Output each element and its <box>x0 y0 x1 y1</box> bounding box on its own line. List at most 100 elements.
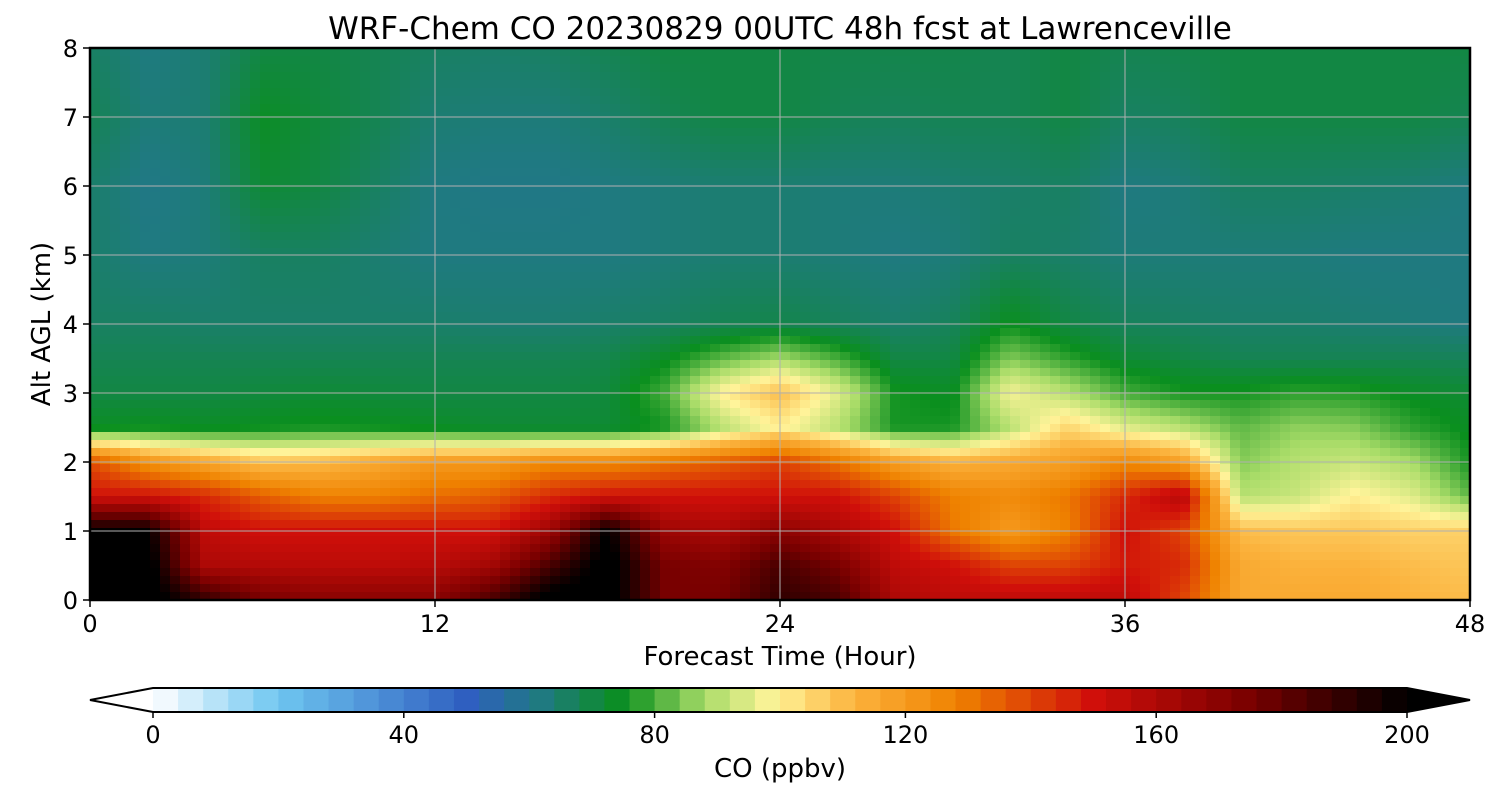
heatmap-cell <box>1020 280 1031 289</box>
heatmap-cell <box>290 160 301 169</box>
heatmap-cell <box>1250 120 1261 129</box>
heatmap-cell <box>560 64 571 73</box>
heatmap-cell <box>140 96 151 105</box>
heatmap-cell <box>500 168 511 177</box>
heatmap-cell <box>200 120 211 129</box>
heatmap-cell <box>840 136 851 145</box>
heatmap-cell <box>1040 128 1051 137</box>
heatmap-cell <box>420 296 431 305</box>
heatmap-cell <box>1400 96 1411 105</box>
heatmap-cell <box>590 136 601 145</box>
heatmap-cell <box>1040 304 1051 313</box>
heatmap-cell <box>640 48 651 57</box>
heatmap-cell <box>770 224 781 233</box>
heatmap-cell <box>350 176 361 185</box>
heatmap-cell <box>1420 248 1431 257</box>
heatmap-cell <box>270 104 281 113</box>
heatmap-cell <box>560 176 571 185</box>
heatmap-cell <box>480 224 491 233</box>
heatmap-cell <box>200 80 211 89</box>
heatmap-cell <box>720 256 731 265</box>
heatmap-cell <box>1430 224 1441 233</box>
heatmap-cell <box>100 136 111 145</box>
heatmap-cell <box>840 160 851 169</box>
heatmap-cell <box>930 304 941 313</box>
heatmap-cell <box>1040 80 1051 89</box>
heatmap-cell <box>130 160 141 169</box>
heatmap-cell <box>110 224 121 233</box>
heatmap-cell <box>1380 136 1391 145</box>
heatmap-cell <box>960 296 971 305</box>
heatmap-cell <box>1060 168 1071 177</box>
heatmap-cell <box>1320 256 1331 265</box>
heatmap-cell <box>1080 184 1091 193</box>
heatmap-cell <box>480 96 491 105</box>
heatmap-cell <box>890 264 901 273</box>
heatmap-cell <box>900 168 911 177</box>
heatmap-cell <box>940 200 951 209</box>
heatmap-cell <box>100 72 111 81</box>
heatmap-cell <box>450 248 461 257</box>
heatmap-cell <box>90 328 101 337</box>
heatmap-cell <box>990 208 1001 217</box>
heatmap-cell <box>670 104 681 113</box>
heatmap-cell <box>1450 216 1461 225</box>
heatmap-cell <box>710 288 721 297</box>
heatmap-cell <box>90 120 101 129</box>
heatmap-cell <box>500 208 511 217</box>
heatmap-cell <box>1090 176 1101 185</box>
heatmap-cell <box>960 120 971 129</box>
heatmap-cell <box>930 272 941 281</box>
heatmap-cell <box>460 272 471 281</box>
heatmap-cell <box>230 256 241 265</box>
heatmap-cell <box>810 280 821 289</box>
heatmap-cell <box>350 280 361 289</box>
heatmap-cell <box>280 80 291 89</box>
heatmap-cell <box>960 312 971 321</box>
heatmap-cell <box>420 328 431 337</box>
heatmap-cell <box>580 304 591 313</box>
heatmap-cell <box>370 232 381 241</box>
heatmap-cell <box>130 280 141 289</box>
heatmap-cell <box>360 64 371 73</box>
heatmap-cell <box>1140 48 1151 57</box>
heatmap-cell <box>900 80 911 89</box>
heatmap-cell <box>550 120 561 129</box>
heatmap-cell <box>510 136 521 145</box>
heatmap-cell <box>1220 192 1231 201</box>
heatmap-cell <box>210 336 221 345</box>
heatmap-cell <box>440 96 451 105</box>
heatmap-cell <box>840 192 851 201</box>
heatmap-cell <box>1170 248 1181 257</box>
heatmap-cell <box>680 72 691 81</box>
heatmap-cell <box>1320 280 1331 289</box>
heatmap-cell <box>370 176 381 185</box>
heatmap-layer <box>90 48 1470 600</box>
heatmap-cell <box>1180 240 1191 249</box>
heatmap-cell <box>1370 152 1381 161</box>
heatmap-cell <box>480 160 491 169</box>
heatmap-cell <box>1180 280 1191 289</box>
heatmap-cell <box>750 184 761 193</box>
heatmap-cell <box>160 176 171 185</box>
heatmap-cell <box>960 288 971 297</box>
heatmap-cell <box>100 296 111 305</box>
heatmap-cell <box>1140 216 1151 225</box>
heatmap-cell <box>600 120 611 129</box>
heatmap-cell <box>260 72 271 81</box>
heatmap-cell <box>1180 312 1191 321</box>
heatmap-cell <box>640 192 651 201</box>
heatmap-cell <box>1430 176 1441 185</box>
heatmap-cell <box>250 168 261 177</box>
heatmap-cell <box>250 296 261 305</box>
heatmap-cell <box>590 216 601 225</box>
heatmap-cell <box>830 312 841 321</box>
heatmap-cell <box>1350 88 1361 97</box>
heatmap-cell <box>290 96 301 105</box>
heatmap-cell <box>890 200 901 209</box>
heatmap-cell <box>630 280 641 289</box>
heatmap-cell <box>450 184 461 193</box>
heatmap-cell <box>580 312 591 321</box>
heatmap-cell <box>650 88 661 97</box>
heatmap-cell <box>970 88 981 97</box>
